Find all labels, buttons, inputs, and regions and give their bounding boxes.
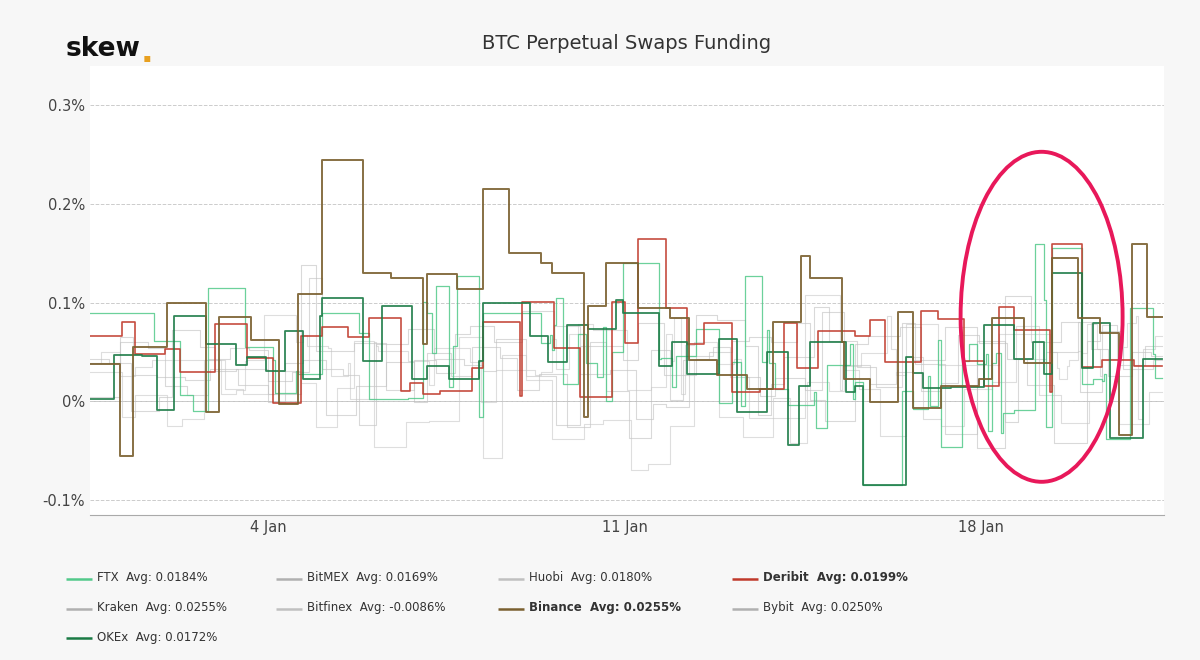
Text: Huobi  Avg: 0.0180%: Huobi Avg: 0.0180% <box>529 571 653 584</box>
Text: Kraken  Avg: 0.0255%: Kraken Avg: 0.0255% <box>97 601 227 614</box>
Text: OKEx  Avg: 0.0172%: OKEx Avg: 0.0172% <box>97 630 217 644</box>
Text: Binance  Avg: 0.0255%: Binance Avg: 0.0255% <box>529 601 682 614</box>
Text: BitMEX  Avg: 0.0169%: BitMEX Avg: 0.0169% <box>307 571 438 584</box>
Text: Bybit  Avg: 0.0250%: Bybit Avg: 0.0250% <box>763 601 883 614</box>
Text: .: . <box>140 36 154 69</box>
Title: BTC Perpetual Swaps Funding: BTC Perpetual Swaps Funding <box>482 34 772 53</box>
Text: FTX  Avg: 0.0184%: FTX Avg: 0.0184% <box>97 571 208 584</box>
Text: skew: skew <box>66 36 140 62</box>
Text: Bitfinex  Avg: -0.0086%: Bitfinex Avg: -0.0086% <box>307 601 445 614</box>
Text: Deribit  Avg: 0.0199%: Deribit Avg: 0.0199% <box>763 571 908 584</box>
